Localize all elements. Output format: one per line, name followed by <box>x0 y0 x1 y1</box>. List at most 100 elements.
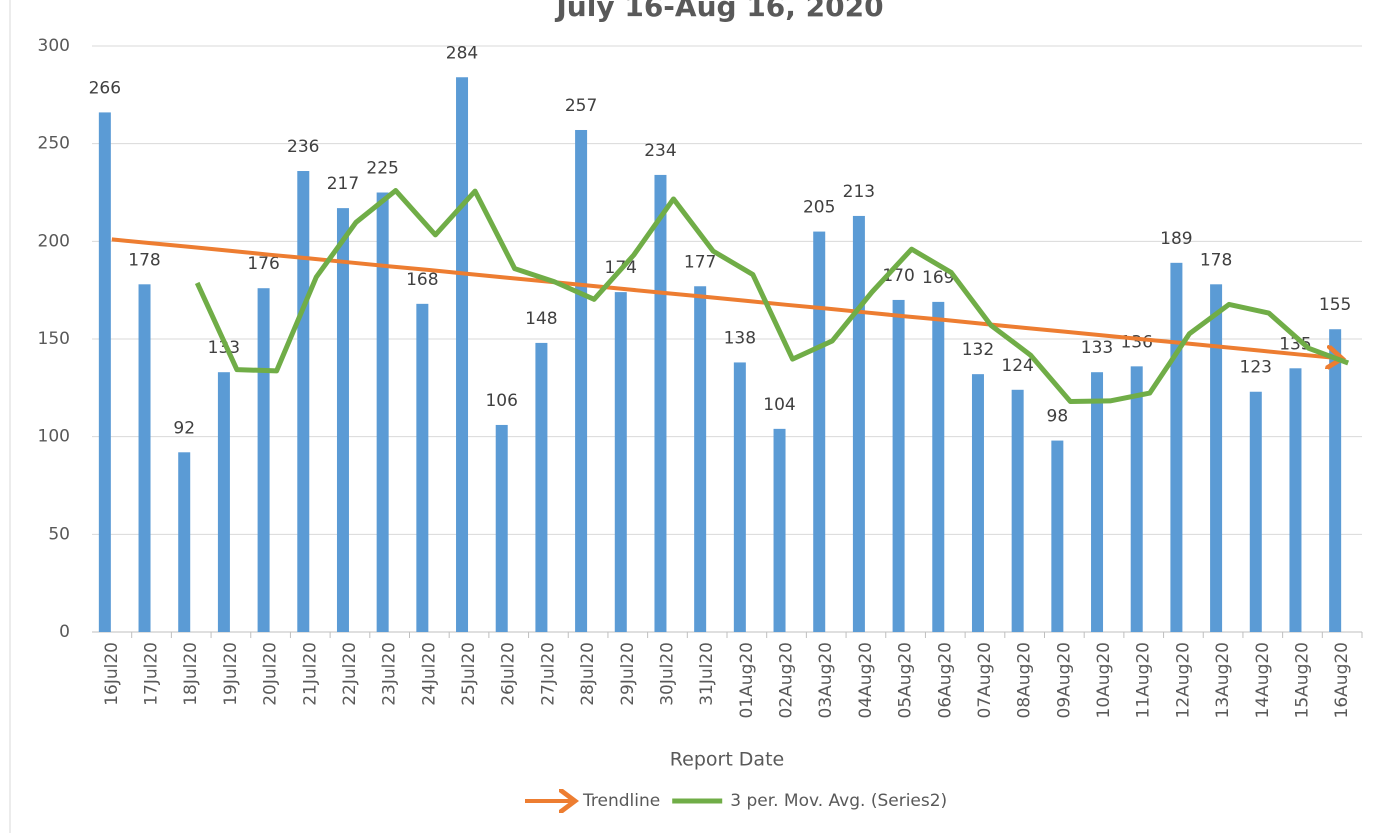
data-label: 217 <box>327 174 359 194</box>
bar <box>495 424 508 632</box>
data-label: 138 <box>724 328 756 348</box>
bar <box>614 292 627 632</box>
x-tick-label: 02Aug20 <box>777 642 797 718</box>
bar <box>1249 391 1262 632</box>
bar <box>456 77 469 632</box>
bar <box>376 192 389 632</box>
data-label: 148 <box>525 309 557 329</box>
bar <box>297 171 310 632</box>
y-tick-label: 300 <box>38 36 70 56</box>
data-label: 205 <box>803 198 835 218</box>
data-label: 236 <box>287 137 319 157</box>
data-label: 135 <box>1279 334 1311 354</box>
bar <box>1051 440 1064 632</box>
bar <box>1329 329 1342 632</box>
x-tick-label: 15Aug20 <box>1292 642 1312 718</box>
x-tick-label: 14Aug20 <box>1253 642 1273 718</box>
x-tick-label: 11Aug20 <box>1134 642 1154 718</box>
moving-average-line <box>194 188 1350 405</box>
data-label: 176 <box>247 254 279 274</box>
chart-frame <box>9 0 11 833</box>
x-tick-label: 31Jul20 <box>697 642 717 706</box>
data-label: 234 <box>644 141 676 161</box>
x-tick-label: 09Aug20 <box>1054 642 1074 718</box>
x-tick-label: 16Aug20 <box>1332 642 1352 718</box>
x-tick-label: 21Jul20 <box>300 642 320 706</box>
data-label: 257 <box>565 96 597 116</box>
x-tick-label: 04Aug20 <box>856 642 876 718</box>
bar <box>178 452 191 632</box>
chart-title: July 16-Aug 16, 2020 <box>554 0 883 23</box>
x-tick-label: 22Jul20 <box>340 642 360 706</box>
x-tick-label: 23Jul20 <box>380 642 400 706</box>
bar <box>1289 368 1302 632</box>
bar <box>694 286 707 632</box>
x-tick-label: 05Aug20 <box>896 642 916 718</box>
bar <box>733 362 746 632</box>
x-tick-label: 01Aug20 <box>737 642 757 718</box>
x-tick-label: 06Aug20 <box>935 642 955 718</box>
data-label: 124 <box>1001 356 1033 376</box>
data-label: 189 <box>1160 229 1192 249</box>
bar <box>257 288 270 632</box>
x-tick-label: 24Jul20 <box>419 642 439 706</box>
x-tick-label: 13Aug20 <box>1213 642 1233 718</box>
y-tick-label: 200 <box>38 231 70 251</box>
x-tick-label: 16Jul20 <box>102 642 122 706</box>
bar <box>336 208 349 633</box>
bar <box>773 428 786 632</box>
bar <box>138 284 151 632</box>
data-label: 132 <box>962 340 994 360</box>
data-label: 225 <box>366 159 398 179</box>
x-tick-label: 27Jul20 <box>538 642 558 706</box>
data-label: 155 <box>1319 295 1351 315</box>
x-tick-label: 12Aug20 <box>1173 642 1193 718</box>
data-label: 177 <box>684 252 716 272</box>
bar <box>932 301 945 632</box>
data-label: 169 <box>922 268 954 288</box>
x-tick-label: 19Jul20 <box>221 642 241 706</box>
x-tick-label: 25Jul20 <box>459 642 479 706</box>
data-label: 123 <box>1240 358 1272 378</box>
bar <box>575 129 588 632</box>
bar <box>852 215 865 632</box>
bar <box>892 299 905 632</box>
legend-label: 3 per. Mov. Avg. (Series2) <box>730 791 947 811</box>
y-tick-label: 100 <box>38 427 70 447</box>
bar <box>535 342 548 632</box>
data-label: 104 <box>763 395 795 415</box>
trendline <box>111 237 1342 358</box>
y-tick-label: 150 <box>38 329 70 349</box>
x-tick-label: 08Aug20 <box>1015 642 1035 718</box>
data-label: 92 <box>173 418 195 438</box>
bar <box>98 112 111 632</box>
bar <box>813 231 826 633</box>
bar <box>1170 262 1183 632</box>
data-label: 178 <box>1200 250 1232 270</box>
bar <box>217 372 230 632</box>
data-label: 133 <box>1081 338 1113 358</box>
bar <box>1130 366 1143 632</box>
data-label: 213 <box>843 182 875 202</box>
bar <box>1011 389 1024 632</box>
legend-label: Trendline <box>582 791 660 811</box>
bar <box>1210 284 1223 632</box>
y-tick-label: 0 <box>59 622 70 642</box>
x-axis-title: Report Date <box>670 749 784 771</box>
data-label: 98 <box>1047 407 1069 427</box>
data-label: 178 <box>128 250 160 270</box>
x-tick-label: 10Aug20 <box>1094 642 1114 718</box>
data-label: 266 <box>89 78 121 98</box>
y-tick-label: 250 <box>38 134 70 154</box>
y-tick-label: 50 <box>48 524 70 544</box>
x-tick-label: 07Aug20 <box>975 642 995 718</box>
x-tick-label: 17Jul20 <box>142 642 162 706</box>
bar <box>971 374 984 632</box>
bar <box>654 174 667 633</box>
x-tick-label: 26Jul20 <box>499 642 519 706</box>
data-label: 106 <box>485 391 517 411</box>
x-tick-label: 18Jul20 <box>181 642 201 706</box>
x-tick-label: 28Jul20 <box>578 642 598 706</box>
bar <box>416 303 429 632</box>
